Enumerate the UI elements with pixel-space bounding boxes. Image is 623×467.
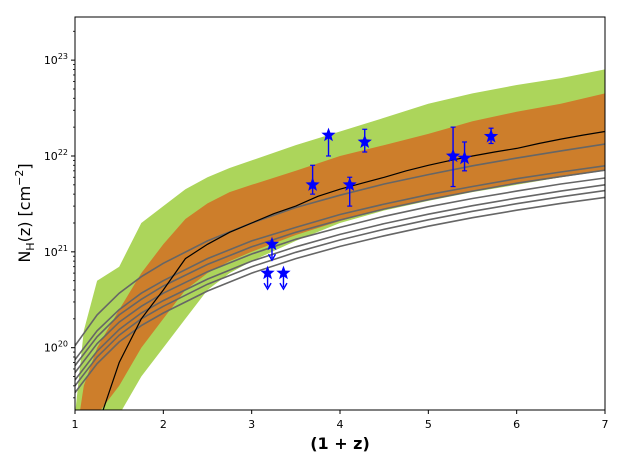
model-curve (75, 165, 605, 361)
star-marker (276, 265, 291, 280)
x-tick-label: 7 (602, 418, 609, 431)
y-tick-label: 1023 (44, 52, 68, 67)
star-marker (305, 177, 320, 191)
plot-area (75, 69, 605, 410)
x-tick-label: 1 (72, 418, 79, 431)
measurement-point (321, 127, 336, 157)
x-axis: 1 2 3 4 5 6 7 (72, 410, 609, 431)
points-layer (260, 126, 499, 291)
measurement-point (483, 127, 499, 145)
model-curve (75, 184, 605, 381)
star-marker (445, 148, 461, 163)
model-curve (75, 177, 605, 374)
star-marker (457, 150, 472, 165)
upper-limit-point (276, 265, 291, 291)
x-tick-label: 2 (160, 418, 167, 431)
limit-arrow (267, 253, 277, 262)
x-tick-label: 6 (513, 418, 520, 431)
y-tick-label: 1022 (44, 148, 68, 163)
star-marker (483, 128, 499, 143)
limit-arrow (263, 282, 272, 291)
x-tick-label: 4 (337, 418, 344, 431)
model-curve (75, 189, 605, 387)
y-tick-label: 1021 (44, 244, 68, 259)
star-marker (357, 134, 372, 148)
y-axis: 1020 1021 1022 1023 (44, 30, 75, 399)
y-label-tail: (z) [cm (15, 186, 34, 243)
x-axis-label: (1 + z) (310, 434, 370, 453)
star-marker (321, 127, 336, 142)
y-label-exp: −2 (13, 170, 26, 186)
y-label-close: ] (15, 163, 34, 169)
y-label-main: N (15, 251, 34, 263)
x-tick-label: 3 (248, 418, 255, 431)
star-marker (260, 265, 275, 280)
measurement-point (457, 141, 472, 172)
limit-arrow (279, 282, 288, 291)
upper-limit-point (260, 265, 275, 291)
measurement-point (445, 126, 461, 188)
y-label-sub: H (24, 242, 37, 250)
star-marker (342, 177, 357, 191)
model-curve (75, 143, 605, 347)
measurement-point (342, 176, 357, 207)
x-tick-label: 5 (425, 418, 432, 431)
y-tick-label: 1020 (44, 340, 68, 355)
upper-limit-point (264, 236, 280, 262)
measurement-point (357, 128, 372, 153)
model-curve (75, 196, 605, 394)
star-marker (264, 236, 280, 251)
y-axis-label: NH(z) [cm−2] (13, 163, 37, 262)
model-curves (75, 143, 605, 394)
measurement-point (305, 164, 320, 195)
inner-band (80, 93, 605, 410)
model-curve (75, 169, 605, 367)
